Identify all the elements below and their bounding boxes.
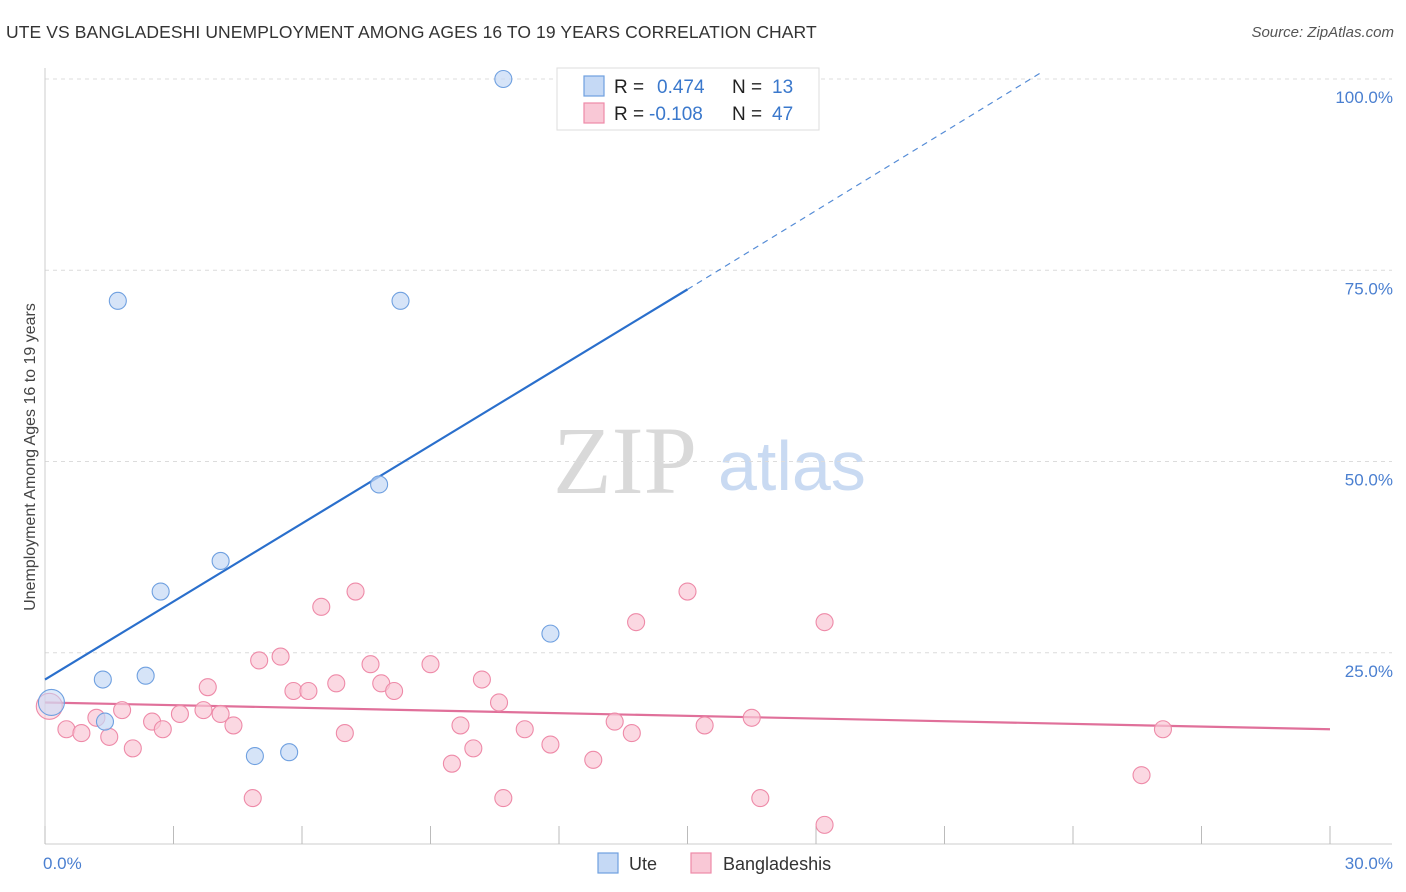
point-bangladeshis-38 bbox=[627, 613, 646, 632]
chart-source: Source: ZipAtlas.com bbox=[1251, 24, 1394, 41]
point-ute-6 bbox=[211, 551, 230, 571]
point-bangladeshis-27 bbox=[442, 754, 461, 773]
bottom-legend-label-ute: Ute bbox=[629, 854, 657, 874]
point-ute-2 bbox=[93, 670, 112, 689]
bottom-legend-swatch-ute bbox=[597, 852, 619, 874]
point-bangladeshis-30 bbox=[472, 670, 491, 689]
point-ute-3 bbox=[108, 291, 127, 310]
point-bangladeshis-45 bbox=[1132, 766, 1151, 785]
correlation-legend: R = 0.474 N = 13 R = -0.108 N = 47 bbox=[556, 67, 820, 131]
x-tick-label-max: 30.0% bbox=[1345, 854, 1393, 873]
y-tick-label-75: 75.0% bbox=[1345, 279, 1393, 298]
point-bangladeshis-21 bbox=[335, 724, 354, 743]
gridlines bbox=[45, 78, 1392, 654]
point-bangladeshis-23 bbox=[361, 655, 380, 674]
y-tick-label-100: 100.0% bbox=[1335, 88, 1393, 107]
point-ute-7 bbox=[245, 746, 264, 766]
point-bangladeshis-40 bbox=[695, 716, 714, 735]
legend-n-value-bangladeshis: 47 bbox=[772, 104, 793, 125]
y-tick-label-25: 25.0% bbox=[1345, 662, 1393, 681]
bottom-legend-swatch-bangladeshis bbox=[690, 852, 712, 874]
point-bangladeshis-43 bbox=[815, 613, 834, 632]
point-bangladeshis-1 bbox=[57, 720, 76, 739]
point-bangladeshis-22 bbox=[346, 582, 365, 601]
point-bangladeshis-42 bbox=[751, 789, 770, 808]
point-ute-10 bbox=[391, 291, 410, 310]
point-ute-11 bbox=[494, 69, 513, 89]
legend-n-label-bangladeshis: N = bbox=[732, 104, 762, 125]
point-bangladeshis-44 bbox=[815, 815, 834, 834]
point-ute-1 bbox=[95, 712, 115, 731]
watermark-zip: ZIP bbox=[553, 407, 697, 514]
point-bangladeshis-31 bbox=[489, 693, 509, 712]
trend-line-extension-ute bbox=[687, 70, 1044, 290]
point-bangladeshis-19 bbox=[312, 597, 331, 616]
point-ute-0 bbox=[37, 688, 65, 717]
point-bangladeshis-6 bbox=[123, 739, 142, 758]
legend-r-label-ute: R = bbox=[614, 77, 644, 98]
legend-n-value-ute: 13 bbox=[772, 77, 793, 98]
point-bangladeshis-4 bbox=[100, 727, 119, 746]
trend-line-ute bbox=[44, 288, 689, 681]
trend-line-bangladeshis bbox=[44, 701, 1331, 731]
legend-n-label-ute: N = bbox=[732, 77, 762, 98]
point-bangladeshis-46 bbox=[1153, 720, 1172, 739]
x-tick-label-min: 0.0% bbox=[43, 854, 82, 873]
point-bangladeshis-9 bbox=[170, 704, 189, 724]
point-ute-9 bbox=[370, 475, 389, 494]
legend-r-value-ute: 0.474 bbox=[657, 77, 705, 98]
legend-r-value-bangladeshis: -0.108 bbox=[649, 104, 703, 125]
point-bangladeshis-11 bbox=[198, 678, 217, 697]
legend-swatch-ute bbox=[583, 75, 605, 97]
point-bangladeshis-18 bbox=[299, 681, 318, 701]
point-bangladeshis-32 bbox=[494, 789, 513, 808]
point-bangladeshis-16 bbox=[271, 647, 290, 666]
legend-swatch-bangladeshis bbox=[583, 102, 605, 124]
point-bangladeshis-25 bbox=[385, 681, 404, 701]
point-bangladeshis-26 bbox=[421, 655, 440, 674]
y-tick-label-50: 50.0% bbox=[1345, 471, 1393, 490]
point-bangladeshis-41 bbox=[742, 708, 761, 727]
series-legend: Ute Bangladeshis bbox=[597, 852, 831, 874]
point-ute-5 bbox=[151, 582, 170, 601]
x-tick-labels: 0.0% 30.0% bbox=[43, 854, 1393, 873]
point-bangladeshis-33 bbox=[515, 720, 534, 739]
point-bangladeshis-14 bbox=[243, 789, 262, 808]
point-bangladeshis-37 bbox=[622, 724, 641, 743]
point-bangladeshis-13 bbox=[224, 716, 243, 735]
point-bangladeshis-29 bbox=[464, 739, 483, 758]
y-tick-labels: 25.0% 50.0% 75.0% 100.0% bbox=[1335, 88, 1393, 681]
point-ute-4 bbox=[136, 666, 155, 685]
point-bangladeshis-36 bbox=[605, 712, 624, 731]
point-bangladeshis-8 bbox=[153, 720, 172, 739]
legend-r-label-bangladeshis: R = bbox=[614, 104, 644, 125]
point-ute-12 bbox=[541, 624, 560, 643]
point-bangladeshis-15 bbox=[250, 651, 269, 670]
point-bangladeshis-20 bbox=[327, 674, 346, 693]
point-bangladeshis-2 bbox=[72, 724, 91, 743]
bottom-legend-label-bangladeshis: Bangladeshis bbox=[723, 854, 831, 874]
point-bangladeshis-10 bbox=[194, 701, 213, 720]
watermark-atlas: atlas bbox=[718, 427, 866, 505]
trend-lines bbox=[44, 70, 1331, 731]
point-bangladeshis-12 bbox=[211, 704, 230, 724]
point-bangladeshis-34 bbox=[541, 735, 560, 754]
point-bangladeshis-5 bbox=[113, 701, 132, 720]
point-bangladeshis-39 bbox=[678, 582, 697, 601]
point-bangladeshis-35 bbox=[584, 750, 603, 769]
point-bangladeshis-28 bbox=[451, 716, 470, 735]
data-points bbox=[35, 69, 1172, 834]
point-ute-8 bbox=[280, 743, 299, 762]
chart-title: UTE VS BANGLADESHI UNEMPLOYMENT AMONG AG… bbox=[6, 22, 817, 42]
